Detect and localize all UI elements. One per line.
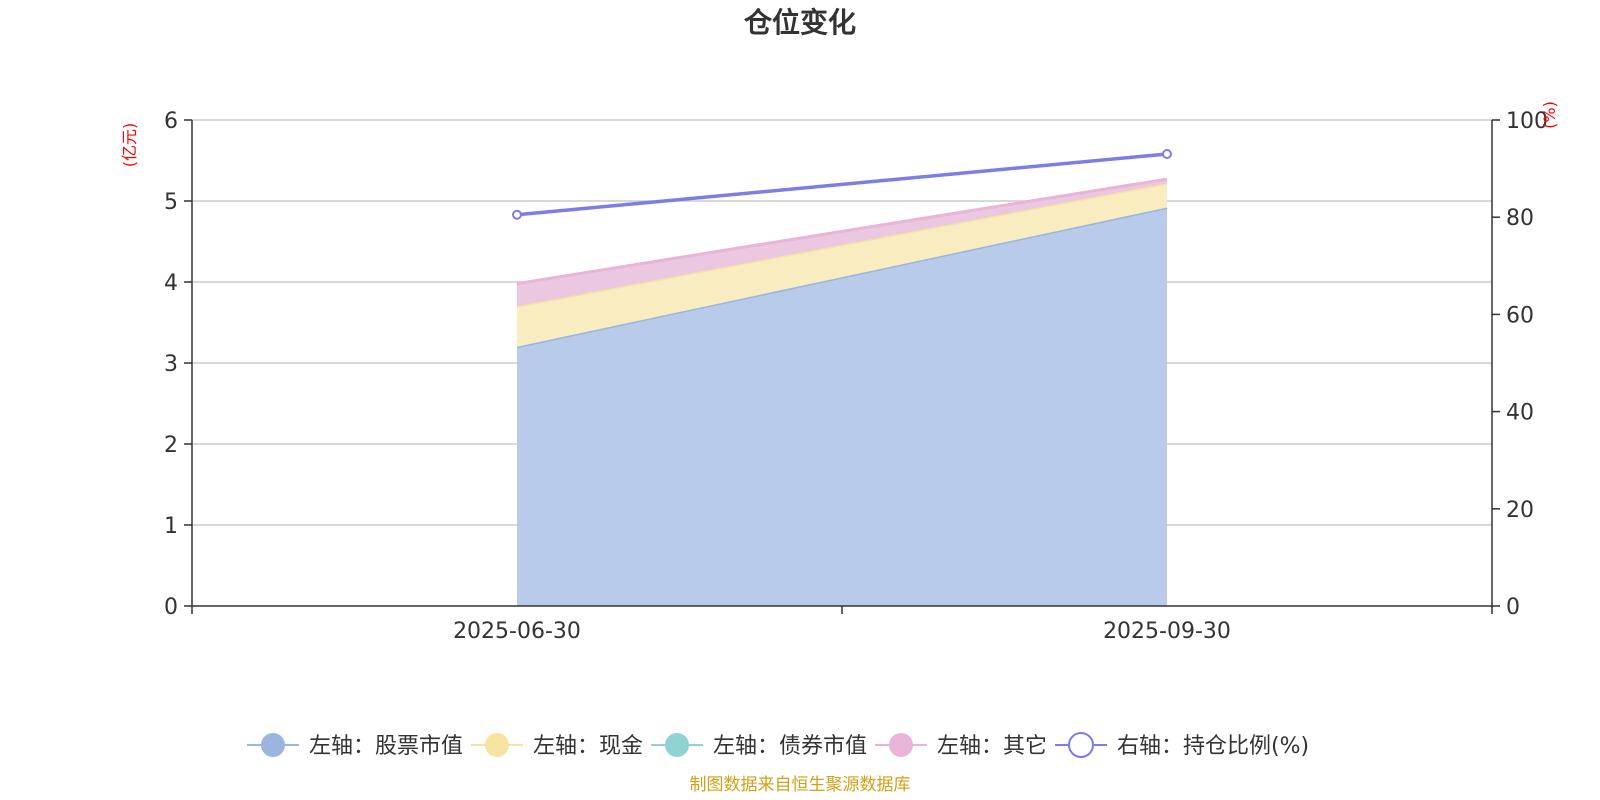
right-axis-tick-label: 40	[1506, 401, 1534, 426]
left-axis-tick-label: 2	[164, 433, 178, 458]
legend-label: 左轴：股票市值	[309, 734, 463, 759]
area-edge-左轴：其它	[516, 177, 1168, 286]
line-右轴：持仓比例(%)	[516, 152, 1168, 217]
x-axis-tick-label: 2025-06-30	[453, 619, 581, 644]
right-axis-tick-label: 60	[1506, 303, 1534, 328]
area-左轴：股票市值	[517, 207, 1167, 607]
legend-marker	[889, 733, 913, 757]
line-layer	[512, 149, 1172, 220]
legend-marker	[485, 733, 509, 757]
chart-title: 仓位变化	[744, 6, 856, 39]
area-layer	[516, 177, 1168, 607]
legend-marker	[261, 733, 285, 757]
legend-label: 左轴：债券市值	[713, 734, 867, 759]
left-axis-tick-label: 3	[164, 352, 178, 377]
left-axis-tick-label: 5	[164, 190, 178, 215]
left-axis-tick-label: 4	[164, 271, 178, 296]
x-axis-tick-label: 2025-09-30	[1103, 619, 1231, 644]
data-source-note: 制图数据来自恒生聚源数据库	[690, 775, 911, 795]
left-axis-unit: (亿元)	[120, 123, 139, 168]
right-axis-tick-label: 20	[1506, 498, 1534, 523]
right-axis-unit: (%)	[1540, 101, 1559, 129]
area-左轴：现金	[517, 183, 1167, 347]
legend: 左轴：股票市值 左轴：现金 左轴：债券市值 左轴：其它 右轴：持仓比例(%)	[247, 732, 1309, 759]
legend-item: 右轴：持仓比例(%)	[1055, 732, 1309, 759]
legend-marker	[665, 733, 689, 757]
left-axis-tick-label: 6	[164, 109, 178, 134]
legend-item: 左轴：债券市值	[651, 733, 867, 759]
right-axis-tick-label: 80	[1506, 206, 1534, 231]
legend-item: 左轴：其它	[875, 733, 1047, 759]
left-axis-tick-label: 0	[164, 595, 178, 620]
line-point	[1162, 149, 1172, 160]
area-左轴：其它	[517, 179, 1167, 307]
legend-item: 左轴：股票市值	[247, 733, 463, 759]
right-axis-tick-label: 0	[1506, 595, 1520, 620]
legend-label: 右轴：持仓比例(%)	[1117, 734, 1309, 759]
left-axis-tick-label: 1	[164, 514, 178, 539]
legend-item: 左轴：现金	[471, 733, 643, 759]
legend-label: 左轴：其它	[937, 734, 1047, 759]
right-axis-tick-label: 100	[1506, 109, 1548, 134]
legend-marker	[1068, 732, 1094, 758]
line-point	[512, 209, 522, 220]
legend-label: 左轴：现金	[533, 734, 643, 759]
